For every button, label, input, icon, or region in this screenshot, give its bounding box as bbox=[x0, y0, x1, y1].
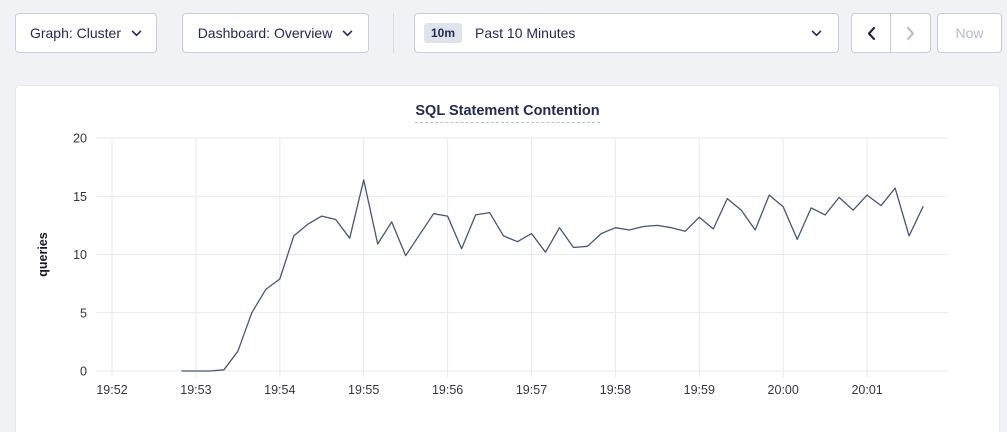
chevron-down-icon bbox=[131, 29, 142, 36]
graph-scope-dropdown-label: Graph: Cluster bbox=[29, 25, 122, 41]
time-step-buttons bbox=[851, 13, 931, 53]
chevron-down-icon bbox=[343, 29, 353, 36]
time-step-forward-button[interactable] bbox=[891, 14, 930, 52]
x-tick-label: 19:59 bbox=[684, 383, 715, 397]
chevron-left-icon bbox=[867, 26, 875, 40]
dashboard-dropdown[interactable]: Dashboard: Overview bbox=[182, 13, 369, 53]
y-axis-label: queries bbox=[36, 232, 50, 277]
now-button[interactable]: Now bbox=[937, 13, 1002, 53]
x-tick-label: 20:01 bbox=[851, 383, 882, 397]
time-step-back-button[interactable] bbox=[852, 14, 892, 52]
x-tick-label: 19:52 bbox=[96, 383, 127, 397]
chart-card: SQL Statement Contention 0 5 10 15 20 19:52 19… bbox=[15, 85, 1000, 432]
y-tick-label: 0 bbox=[80, 365, 87, 379]
dashboard-dropdown-label: Dashboard: Overview bbox=[197, 25, 333, 41]
x-tick-label: 20:00 bbox=[768, 383, 799, 397]
toolbar-divider bbox=[393, 13, 394, 53]
chevron-right-icon bbox=[906, 26, 915, 40]
chart-title[interactable]: SQL Statement Contention bbox=[415, 103, 600, 123]
time-range-badge: 10m bbox=[424, 22, 463, 44]
y-tick-label: 15 bbox=[73, 190, 87, 204]
x-tick-label: 19:53 bbox=[180, 383, 211, 397]
x-tick-label: 19:58 bbox=[600, 383, 631, 397]
graph-scope-dropdown[interactable]: Graph: Cluster bbox=[15, 13, 157, 53]
series-line-queries bbox=[181, 179, 924, 372]
x-tick-label: 19:56 bbox=[432, 383, 463, 397]
chart-title-row: SQL Statement Contention bbox=[16, 86, 999, 123]
y-tick-label: 20 bbox=[73, 132, 87, 146]
x-tick-label: 19:54 bbox=[264, 383, 295, 397]
x-tick-label: 19:55 bbox=[348, 383, 379, 397]
now-button-label: Now bbox=[955, 25, 984, 41]
y-tick-label: 5 bbox=[80, 306, 87, 320]
y-tick-label: 10 bbox=[73, 248, 87, 262]
time-range-selector[interactable]: 10m Past 10 Minutes bbox=[414, 13, 839, 53]
sql-statement-contention-chart: 0 5 10 15 20 19:52 19:53 19:54 19:55 19:56 19:57 19… bbox=[36, 132, 948, 397]
x-tick-label: 19:57 bbox=[516, 383, 547, 397]
time-range-label: Past 10 Minutes bbox=[475, 25, 576, 41]
chevron-down-icon bbox=[811, 29, 822, 36]
